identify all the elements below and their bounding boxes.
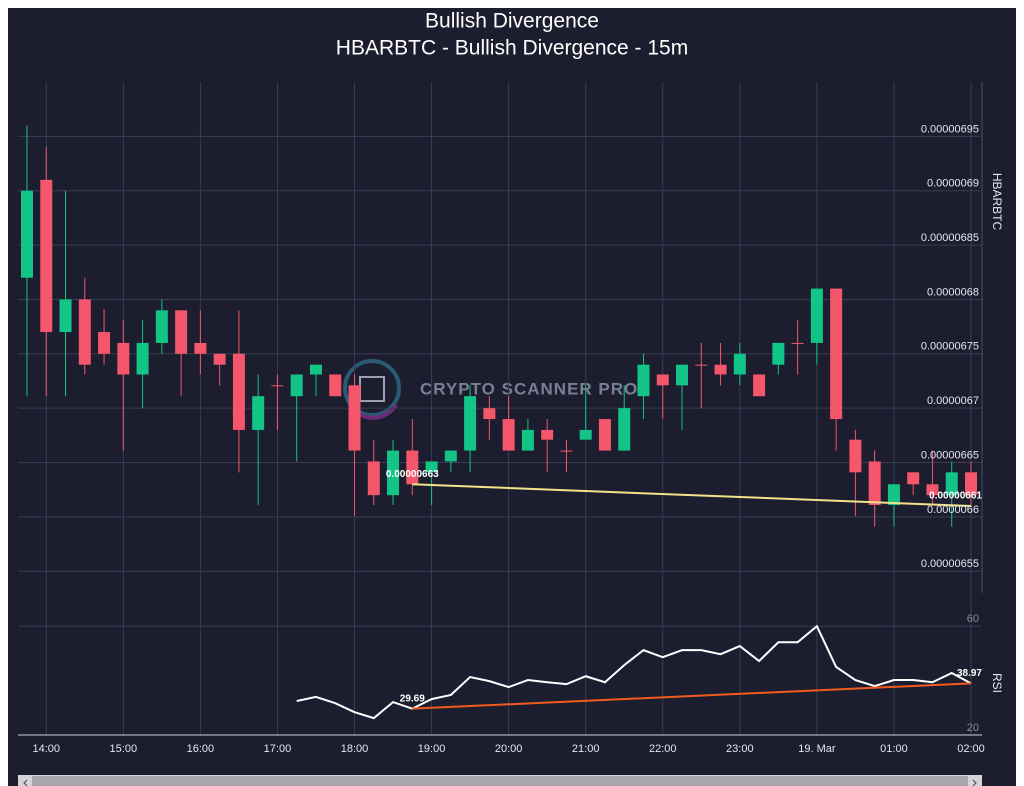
x-tick-label: 21:00	[572, 743, 600, 755]
candle-body	[155, 310, 168, 343]
candle-body	[175, 310, 188, 354]
candle-body	[579, 429, 592, 440]
candle-body	[444, 450, 457, 462]
x-tick-label: 01:00	[880, 743, 908, 755]
divergence-label: 0.00000661	[929, 491, 982, 502]
candle-body	[656, 374, 669, 386]
y-tick-label: 0.0000068	[927, 286, 979, 298]
x-tick-label: 20:00	[495, 743, 523, 755]
candle-body	[907, 472, 920, 485]
candle-body	[367, 461, 380, 496]
divergence-label: 29.69	[400, 693, 425, 704]
candle-body	[425, 461, 438, 473]
candle-body	[232, 353, 245, 430]
divergence-label: 0.00000663	[386, 469, 439, 480]
candle-body	[887, 484, 900, 505]
y-tick-label: 0.00000695	[921, 123, 979, 135]
candle-body	[849, 439, 862, 473]
x-tick-label: 22:00	[649, 743, 677, 755]
candle-body	[541, 429, 554, 440]
candle-body	[387, 450, 400, 496]
x-tick-label: 19. Mar	[798, 743, 836, 755]
y-tick-label: 0.00000655	[921, 558, 979, 570]
candle-body	[868, 461, 881, 505]
candle-body	[598, 419, 611, 451]
scrollbar[interactable]	[18, 775, 982, 786]
x-tick-label: 14:00	[32, 743, 60, 755]
divergence-line	[412, 682, 972, 710]
candle-body	[21, 190, 33, 278]
candle-body	[733, 353, 746, 375]
candle-body	[309, 364, 322, 375]
candle-body	[117, 342, 130, 375]
y-axis-label: HBARBTC	[990, 173, 1004, 231]
y-tick-label: 0.0000069	[927, 178, 979, 190]
y-tick-label: 0.00000665	[921, 449, 979, 461]
candle-body	[830, 288, 843, 420]
y-axis-label: RSI	[990, 673, 1004, 693]
candle-body	[714, 364, 727, 375]
y-tick-label: 0.0000066	[927, 504, 979, 516]
y-tick-label: 20	[967, 722, 979, 734]
candle-body	[810, 288, 823, 343]
rsi-line	[296, 624, 972, 720]
candle-body	[290, 374, 303, 397]
x-tick-label: 17:00	[264, 743, 292, 755]
candle-body	[78, 299, 91, 365]
candle-body	[753, 374, 766, 397]
candle-body	[618, 408, 631, 451]
candle-body	[98, 332, 111, 354]
y-tick-label: 0.0000067	[927, 395, 979, 407]
candle-body	[695, 364, 708, 366]
candle-body	[637, 364, 650, 397]
candle-body	[252, 396, 265, 430]
x-tick-label: 16:00	[187, 743, 215, 755]
candle-body	[136, 342, 149, 375]
chart-title: Bullish Divergence	[425, 10, 599, 33]
divergence-line	[412, 483, 972, 508]
x-tick-label: 18:00	[341, 743, 369, 755]
candle-body	[464, 396, 477, 451]
candle-body	[791, 342, 804, 344]
candle-body	[483, 408, 496, 420]
divergence-label: 38.97	[957, 668, 982, 679]
candle-body	[348, 385, 361, 451]
candle-body	[772, 342, 785, 365]
candle-body	[271, 385, 284, 387]
candle-body	[59, 299, 72, 333]
candle-body	[965, 472, 977, 496]
candle-body	[194, 342, 207, 354]
y-tick-label: 0.00000685	[921, 232, 979, 244]
candle-body	[40, 179, 53, 333]
y-tick-label: 60	[967, 613, 979, 625]
candle-body	[521, 429, 534, 451]
scrollbar-thumb[interactable]	[32, 776, 968, 786]
candle-body	[926, 484, 939, 496]
candle-body	[502, 419, 515, 451]
watermark-text: CRYPTO SCANNER PRO	[420, 379, 638, 398]
candle-body	[945, 472, 958, 496]
candle-body	[329, 374, 342, 397]
candle-body	[213, 353, 226, 365]
candle-body	[406, 450, 419, 485]
x-tick-label: 15:00	[110, 743, 138, 755]
scrollbar-arrows[interactable]	[23, 779, 977, 786]
x-tick-label: 23:00	[726, 743, 754, 755]
x-tick-label: 19:00	[418, 743, 446, 755]
watermark-logo	[343, 359, 401, 417]
candle-body	[676, 364, 689, 386]
x-tick-label: 02:00	[957, 743, 985, 755]
candle-body	[560, 450, 573, 452]
chart-subtitle: HBARBTC - Bullish Divergence - 15m	[336, 37, 688, 60]
y-tick-label: 0.00000675	[921, 341, 979, 353]
chart-background	[8, 8, 1016, 786]
